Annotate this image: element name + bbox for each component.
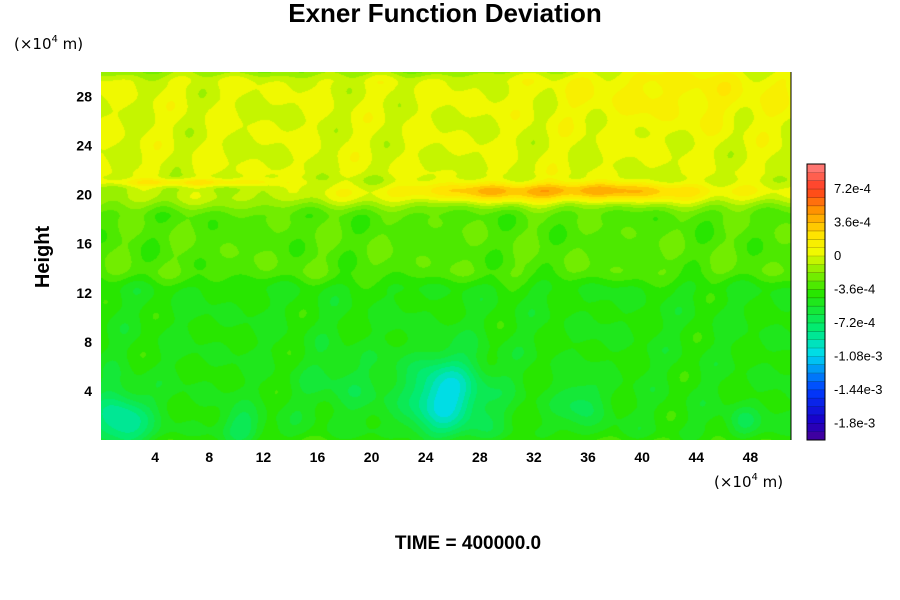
colorbar-tick-label: -1.08e-3 bbox=[834, 348, 882, 363]
colorbar-segment bbox=[807, 172, 825, 182]
x-tick-label: 44 bbox=[689, 449, 705, 465]
x-tick-label: 32 bbox=[526, 449, 542, 465]
y-tick-label: 12 bbox=[76, 285, 92, 301]
y-tick-label: 4 bbox=[84, 383, 92, 399]
colorbar-segment bbox=[807, 222, 825, 232]
y-tick-label: 24 bbox=[76, 138, 92, 154]
x-tick-label: 36 bbox=[580, 449, 596, 465]
colorbar-segment bbox=[807, 306, 825, 315]
colorbar-segment bbox=[807, 164, 825, 173]
x-tick-label: 4 bbox=[151, 449, 159, 465]
colorbar-tick-label: -3.6e-4 bbox=[834, 281, 875, 296]
colorbar-segment bbox=[807, 289, 825, 299]
y-axis-label: Height bbox=[32, 226, 54, 289]
x-tick-label: 20 bbox=[364, 449, 380, 465]
x-tick-label: 12 bbox=[256, 449, 272, 465]
colorbar-tick-labels: 7.2e-4 3.6e-4 0 -3.6e-4 -7.2e-4 -1.08e-3 -1.44… bbox=[834, 181, 882, 430]
x-tick-label: 48 bbox=[743, 449, 759, 465]
x-tick-label: 28 bbox=[472, 449, 488, 465]
colorbar-segment bbox=[807, 264, 825, 274]
colorbar-tick-label: 7.2e-4 bbox=[834, 181, 871, 196]
colorbar-segment bbox=[807, 348, 825, 357]
x-tick-label: 8 bbox=[205, 449, 213, 465]
x-tick-label: 16 bbox=[310, 449, 326, 465]
y-axis-ticks: 4 8 12 16 20 24 28 bbox=[76, 89, 92, 399]
colorbar-tick-label: 3.6e-4 bbox=[834, 215, 871, 230]
colorbar-segment bbox=[807, 406, 825, 416]
colorbar-segment bbox=[807, 281, 825, 290]
colorbar-segment bbox=[807, 180, 825, 190]
colorbar-segment bbox=[807, 314, 825, 324]
colorbar-tick-label: -7.2e-4 bbox=[834, 315, 875, 330]
colorbar-segment bbox=[807, 339, 825, 349]
colorbar-segment bbox=[807, 331, 825, 340]
colorbar-tick-label: -1.44e-3 bbox=[834, 382, 882, 397]
colorbar-segment bbox=[807, 398, 825, 407]
heatmap-plot bbox=[101, 72, 792, 440]
colorbar-segment bbox=[807, 197, 825, 207]
colorbar-segment bbox=[807, 189, 825, 198]
colorbar-segment bbox=[807, 256, 825, 265]
colorbar-segment bbox=[807, 214, 825, 223]
colorbar-segment bbox=[807, 247, 825, 257]
y-tick-label: 8 bbox=[84, 334, 92, 350]
x-tick-label: 24 bbox=[418, 449, 434, 465]
colorbar-segment bbox=[807, 423, 825, 432]
colorbar-segment bbox=[807, 272, 825, 282]
colorbar-tick-label: -1.8e-3 bbox=[834, 415, 875, 430]
x-axis-unit: (×104 m) bbox=[714, 472, 783, 491]
colorbar-segment bbox=[807, 381, 825, 391]
y-axis-unit: (×104 m) bbox=[14, 34, 83, 53]
colorbar-segment bbox=[807, 230, 825, 240]
colorbar-frame bbox=[806, 163, 826, 441]
colorbar-segment bbox=[807, 373, 825, 382]
y-tick-label: 20 bbox=[76, 187, 92, 203]
y-tick-label: 28 bbox=[76, 89, 92, 105]
time-label: TIME = 400000.0 bbox=[395, 533, 541, 554]
chart-title: Exner Function Deviation bbox=[288, 0, 602, 28]
colorbar-segment bbox=[807, 389, 825, 399]
colorbar-segment bbox=[807, 356, 825, 366]
heatmap-field bbox=[101, 72, 791, 440]
colorbar-segment bbox=[807, 239, 825, 248]
colorbar-tick-label: 0 bbox=[834, 248, 841, 263]
colorbar-segment bbox=[807, 322, 825, 332]
colorbar-segment bbox=[807, 364, 825, 374]
x-tick-label: 40 bbox=[634, 449, 650, 465]
colorbar bbox=[806, 163, 826, 441]
colorbar-segment bbox=[807, 297, 825, 307]
colorbar-segment bbox=[807, 205, 825, 215]
colorbar-segment bbox=[807, 414, 825, 424]
y-tick-label: 16 bbox=[76, 236, 92, 252]
colorbar-segment bbox=[807, 431, 825, 441]
x-axis-ticks: 4 8 12 16 20 24 28 32 36 40 44 48 bbox=[151, 449, 758, 465]
